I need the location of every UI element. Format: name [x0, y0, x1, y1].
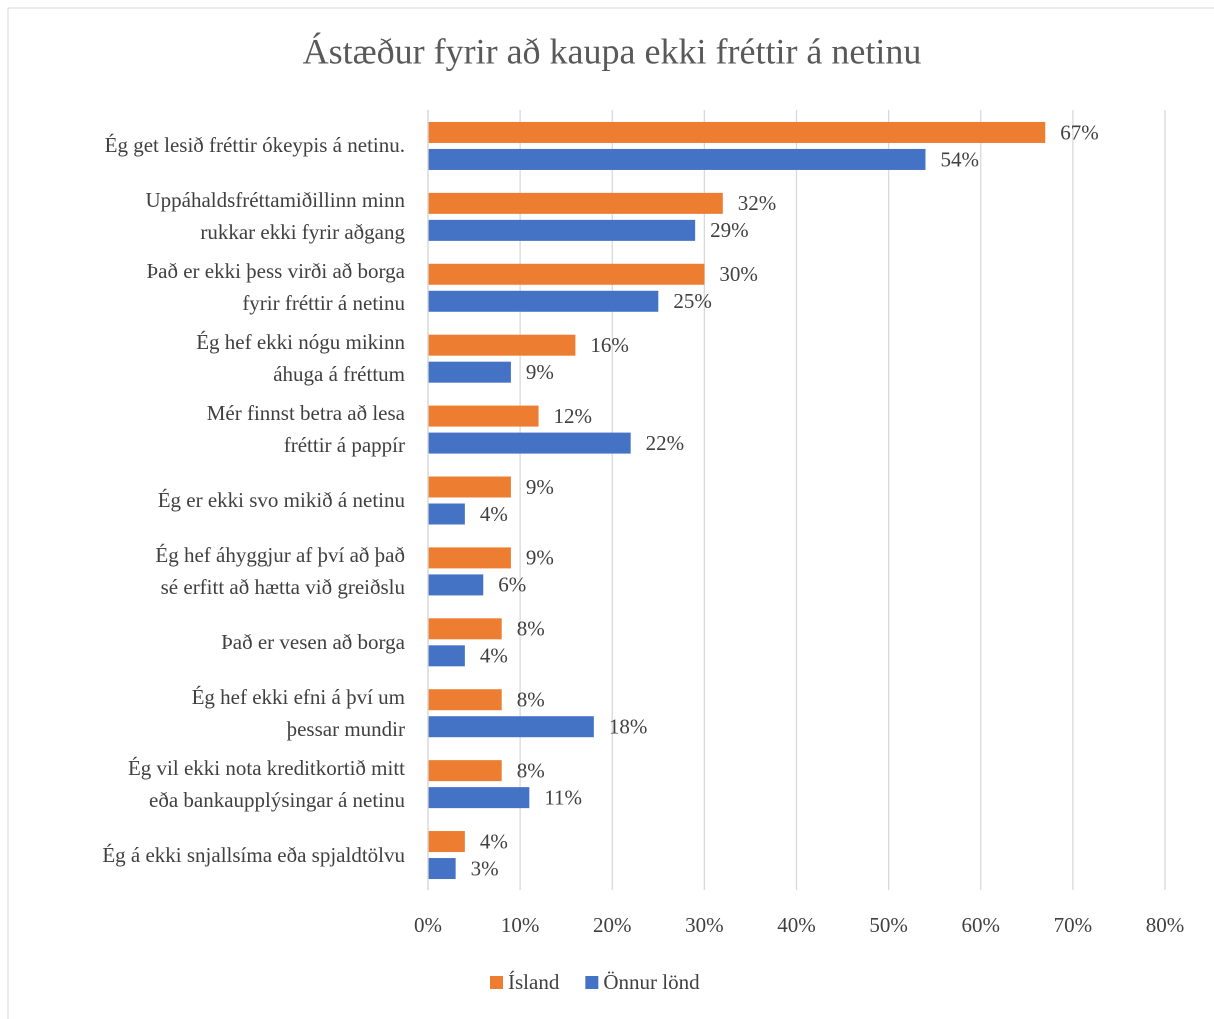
x-tick-label: 80% [1146, 913, 1185, 937]
bar [428, 787, 530, 809]
bar [428, 547, 511, 569]
value-label: 4% [480, 829, 508, 853]
bar [428, 618, 502, 640]
bar [428, 361, 511, 383]
x-tick-label: 10% [501, 913, 540, 937]
chart-title: Ástæður fyrir að kaupa ekki fréttir á ne… [303, 31, 922, 71]
bar [428, 476, 511, 498]
value-label: 30% [719, 262, 758, 286]
bar [428, 645, 465, 667]
bar [428, 148, 926, 170]
value-label: 54% [940, 147, 979, 171]
legend-label: Önnur lönd [603, 970, 700, 994]
x-tick-label: 30% [685, 913, 724, 937]
category-label: Það er vesen að borga [221, 629, 405, 654]
value-label: 67% [1060, 120, 1099, 144]
bar [428, 831, 465, 853]
bar [428, 503, 465, 525]
category-label: Ég á ekki snjallsíma eða spjaldtölvu [102, 842, 405, 867]
value-label: 29% [710, 218, 749, 242]
category-label: Uppáhaldsfréttamiðillinn minn rukkar ekk… [145, 188, 405, 245]
value-label: 8% [517, 758, 545, 782]
category-label: Ég hef ekki nógu mikinn áhuga á fréttum [196, 330, 405, 387]
bar [428, 574, 484, 596]
chart-border [7, 7, 1214, 1019]
legend-swatch [585, 976, 599, 989]
category-label: Ég hef áhyggjur af því að það sé erfitt … [155, 542, 405, 599]
value-label: 8% [517, 617, 545, 641]
value-label: 32% [738, 191, 777, 215]
category-label: Ég er ekki svo mikið á netinu [157, 488, 405, 512]
value-label: 12% [554, 404, 593, 428]
value-label: 9% [526, 475, 554, 499]
bar [428, 858, 456, 880]
category-label: Mér finnst betra að lesa fréttir á pappí… [206, 401, 405, 458]
x-tick-label: 60% [962, 913, 1001, 937]
bar [428, 334, 576, 356]
value-label: 8% [517, 688, 545, 712]
bar [428, 290, 659, 312]
category-label: Ég get lesið fréttir ókeypis á netinu. [104, 133, 405, 158]
bar [428, 760, 502, 782]
bar [428, 405, 539, 427]
bar [428, 263, 705, 285]
legend-swatch [490, 976, 503, 989]
value-label: 4% [480, 502, 508, 526]
category-label: Það er ekki þess virði að borga fyrir fr… [146, 259, 405, 316]
bar [428, 121, 1046, 143]
x-tick-label: 0% [414, 913, 442, 937]
value-label: 9% [526, 546, 554, 570]
bar [428, 689, 502, 711]
category-label: Ég vil ekki nota kreditkortið mitt eða b… [127, 755, 405, 812]
value-label: 25% [673, 289, 712, 313]
x-tick-label: 50% [869, 913, 908, 937]
legend-label: Ísland [508, 970, 560, 994]
value-label: 16% [590, 333, 629, 357]
category-label: Ég hef ekki efni á því um þessar mundir [191, 684, 405, 741]
x-tick-label: 20% [593, 913, 632, 937]
value-label: 22% [646, 431, 685, 455]
bar [428, 219, 696, 241]
value-label: 11% [544, 785, 582, 809]
bar [428, 432, 631, 454]
value-label: 3% [471, 856, 499, 880]
bar [428, 716, 594, 738]
x-tick-label: 70% [1054, 913, 1093, 937]
value-label: 4% [480, 644, 508, 668]
value-label: 6% [498, 573, 526, 597]
value-label: 9% [526, 360, 554, 384]
bar [428, 192, 723, 214]
x-tick-label: 40% [777, 913, 816, 937]
value-label: 18% [609, 715, 648, 739]
